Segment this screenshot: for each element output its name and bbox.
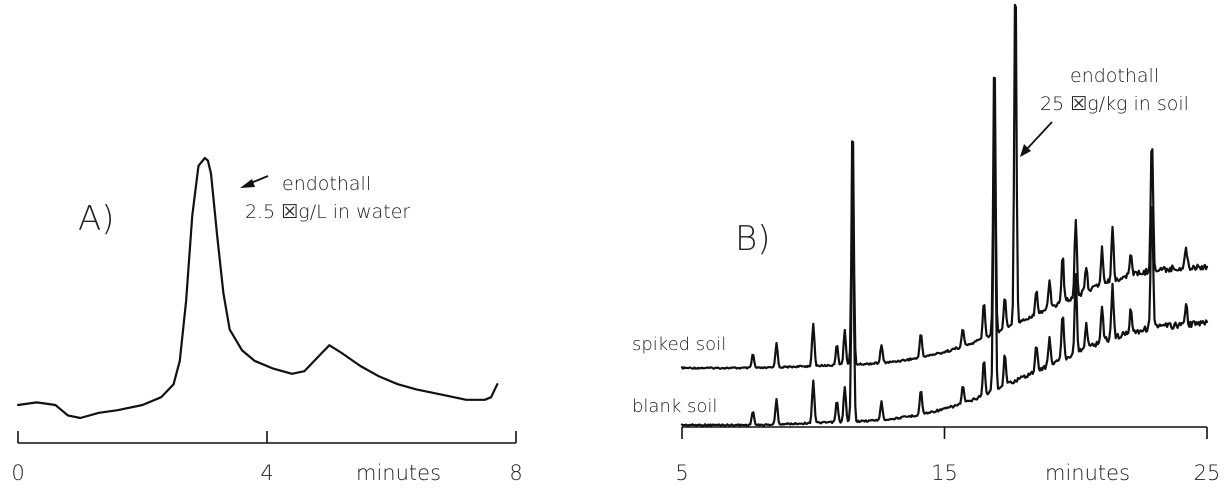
panel-a-annotation-arrowhead [240,179,255,188]
panel-a-x-axis-label: minutes [356,461,441,485]
panel-b-trace-spiked-soil [680,3,1209,370]
series-label-spiked-soil: spiked soil [632,334,726,355]
panel-b: B) spiked soil blank soil 5 15 25 minutes … [632,3,1220,485]
panel-a-tick-label-8: 8 [509,461,522,485]
panel-a-annotation-line1: endothall [282,173,371,195]
panel-b-tick-label-25: 25 [1194,461,1221,485]
panel-b-label: B) [735,219,771,259]
panel-a: A) 0 4 8 minutes endothall 2.5 ☒g/L in wat… [11,156,523,485]
panel-b-ticks: 5 15 25 [675,427,1220,485]
panel-a-trace [16,156,499,420]
panel-b-annotation-arrow [1025,121,1053,151]
panel-b-annotation-line2: 25 ☒g/kg in soil [1040,93,1189,115]
panel-a-tick-label-0: 0 [11,461,24,485]
panel-b-tick-label-5: 5 [675,461,688,485]
panel-b-annotation-arrowhead [1020,144,1031,157]
panel-a-ticks: 0 4 8 [11,431,523,485]
series-label-blank-soil: blank soil [632,396,717,417]
panel-a-tick-label-4: 4 [260,461,273,485]
panel-b-x-axis-label: minutes [1045,461,1130,485]
panel-b-tick-label-15: 15 [931,461,958,485]
panel-b-trace-blank-soil [680,134,1209,427]
panel-a-label: A) [78,199,115,239]
panel-b-annotation-line1: endothall [1070,65,1159,87]
panel-a-annotation-line2: 2.5 ☒g/L in water [245,201,410,223]
